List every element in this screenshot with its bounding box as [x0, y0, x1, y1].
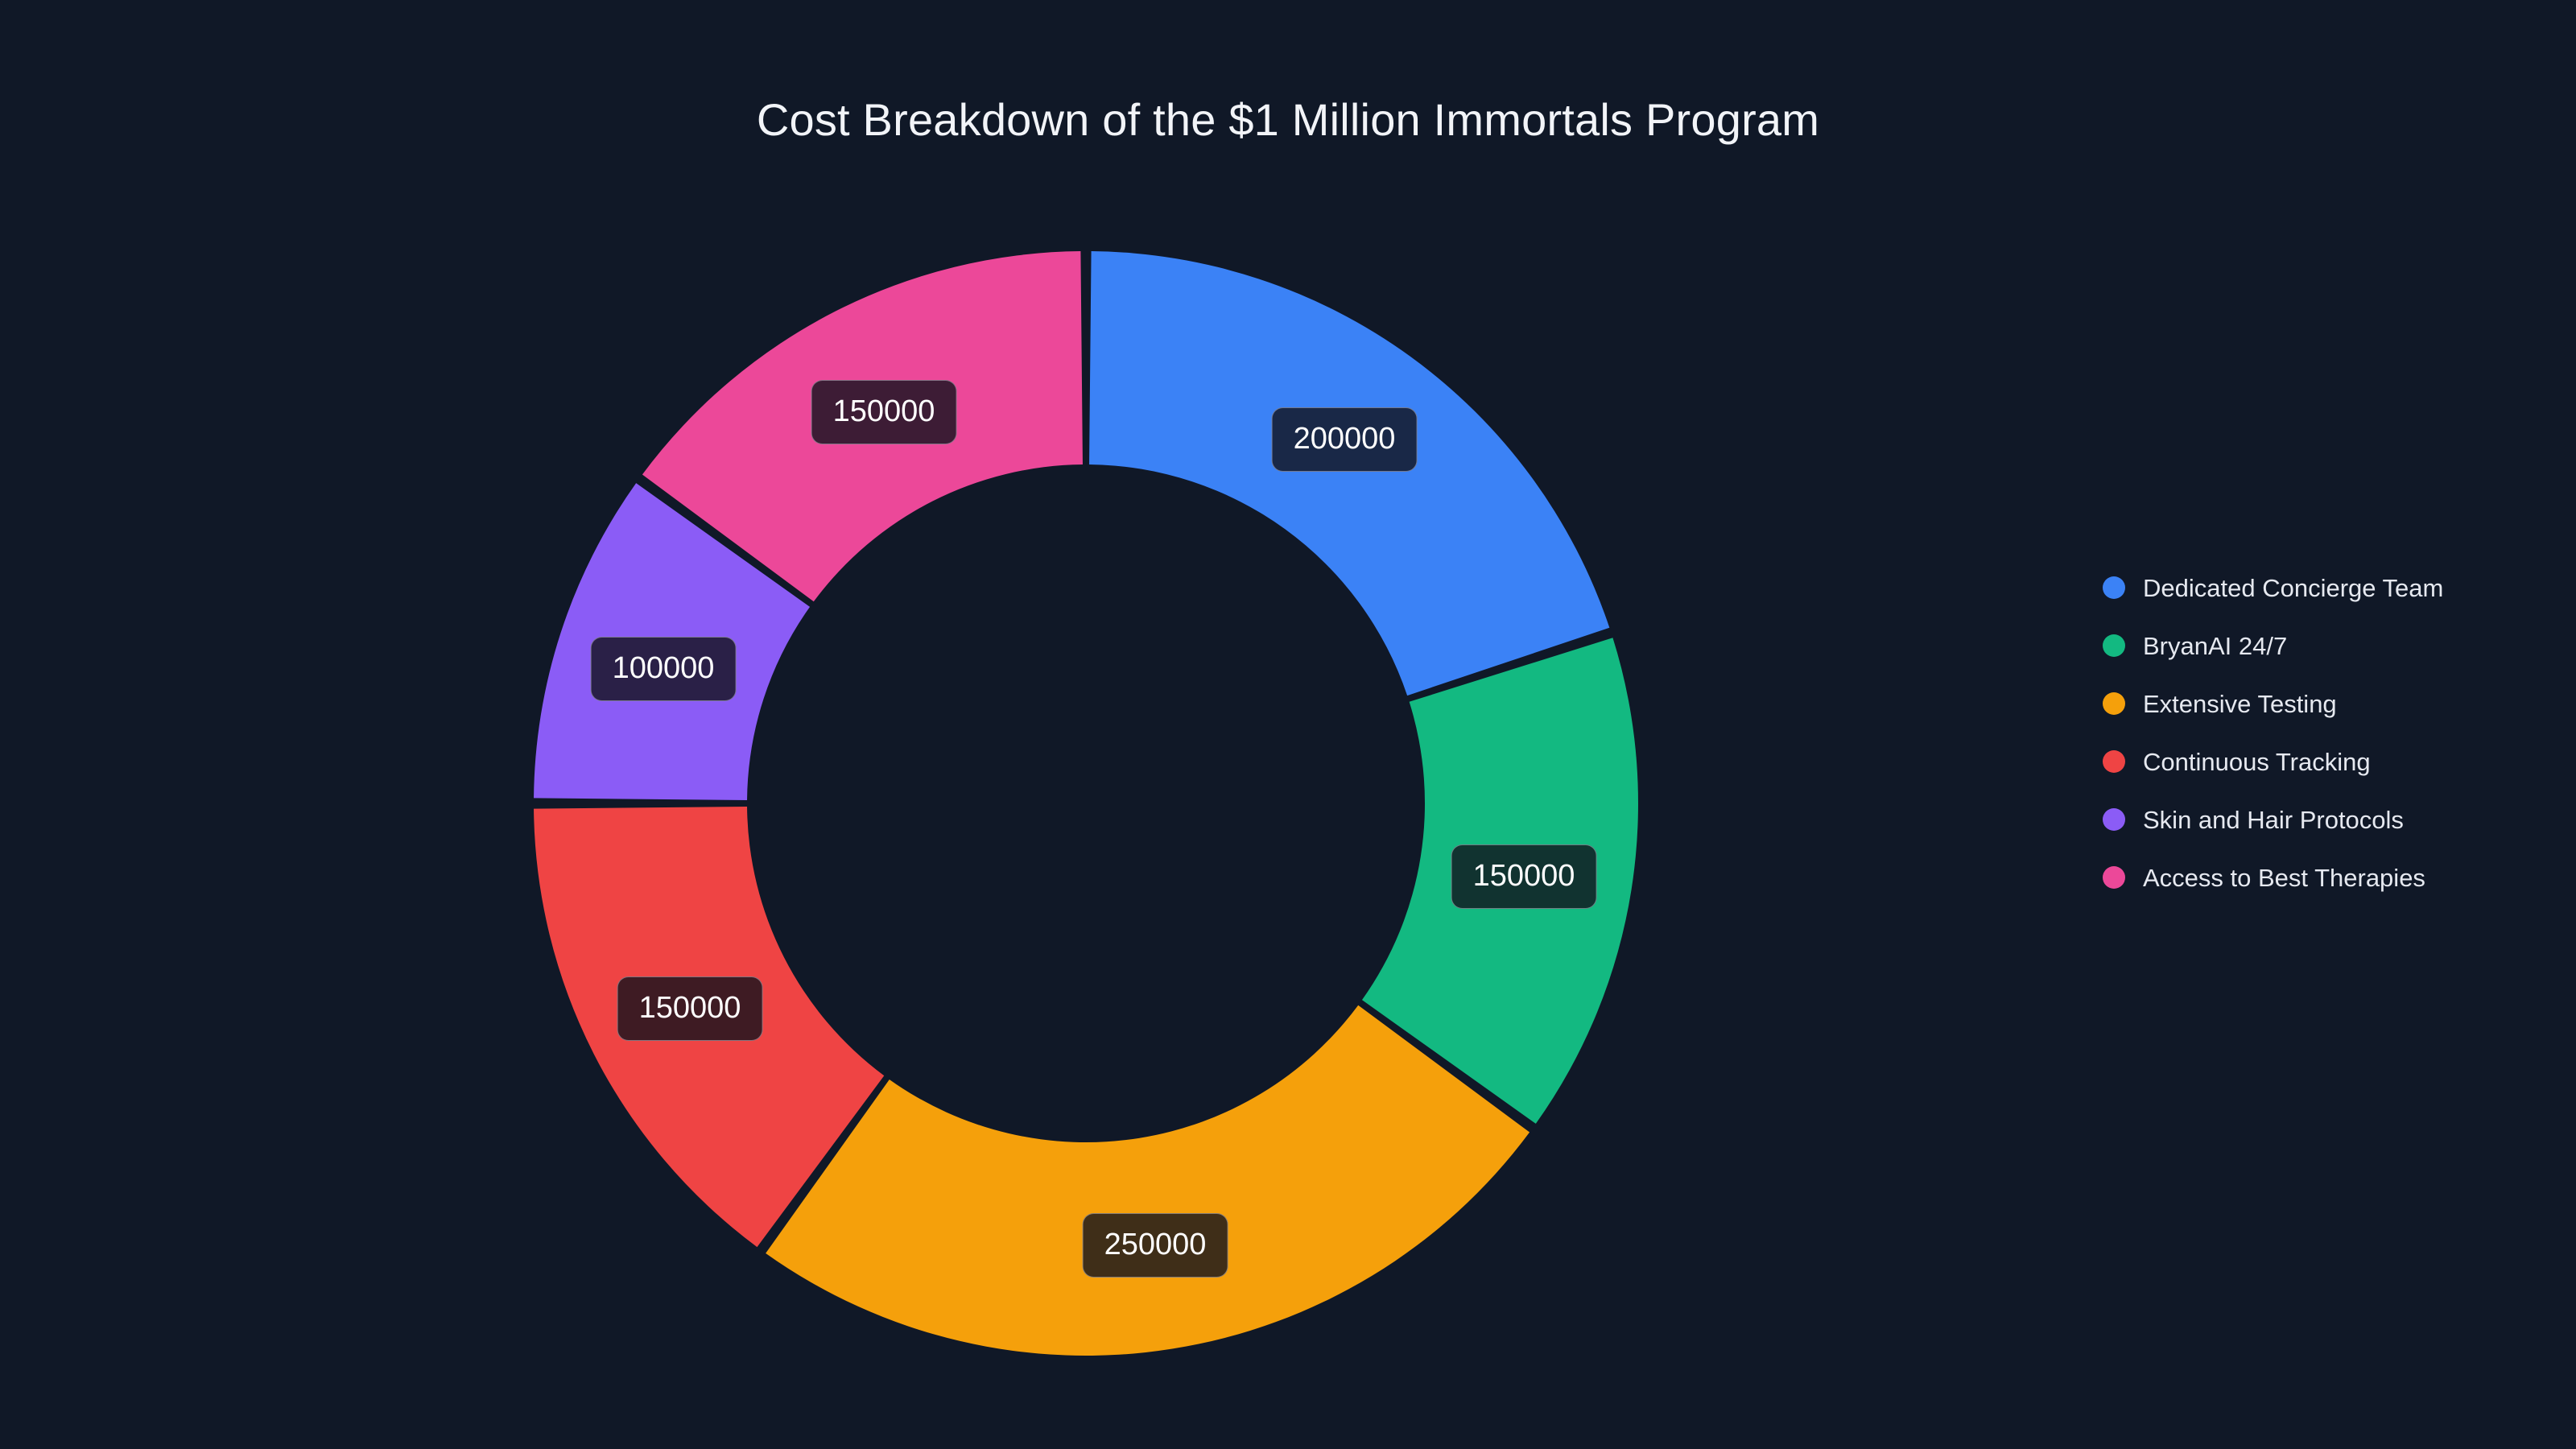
- legend: Dedicated Concierge Team BryanAI 24/7 Exte…: [2103, 559, 2443, 906]
- page-title: Cost Breakdown of the $1 Million Immorta…: [756, 94, 1820, 145]
- legend-swatch-icon: [2103, 750, 2125, 773]
- legend-item[interactable]: Dedicated Concierge Team: [2103, 559, 2443, 617]
- legend-swatch-icon: [2103, 692, 2125, 715]
- legend-swatch-icon: [2103, 634, 2125, 657]
- legend-swatch-icon: [2103, 576, 2125, 599]
- slice-value-label: 150000: [1451, 844, 1597, 909]
- legend-item-label: Skin and Hair Protocols: [2143, 805, 2404, 834]
- legend-swatch-icon: [2103, 808, 2125, 831]
- slice-value-label: 250000: [1082, 1213, 1228, 1278]
- legend-item[interactable]: Skin and Hair Protocols: [2103, 791, 2443, 848]
- legend-item[interactable]: Continuous Tracking: [2103, 733, 2443, 791]
- legend-item-label: Extensive Testing: [2143, 689, 2337, 718]
- legend-item-label: Dedicated Concierge Team: [2143, 573, 2444, 602]
- legend-item-label: Access to Best Therapies: [2143, 863, 2425, 892]
- legend-item[interactable]: BryanAI 24/7: [2103, 617, 2443, 675]
- slice-value-label: 150000: [811, 380, 957, 444]
- legend-swatch-icon: [2103, 866, 2125, 889]
- legend-item-label: Continuous Tracking: [2143, 747, 2371, 776]
- slice-value-label: 100000: [590, 637, 737, 701]
- legend-item[interactable]: Extensive Testing: [2103, 675, 2443, 733]
- slice-value-label: 150000: [617, 976, 763, 1041]
- donut-slice[interactable]: [1089, 251, 1610, 696]
- donut-slice[interactable]: [766, 1005, 1530, 1356]
- legend-item-label: BryanAI 24/7: [2143, 631, 2288, 660]
- legend-item[interactable]: Access to Best Therapies: [2103, 848, 2443, 906]
- donut-slice-group: [534, 251, 1638, 1356]
- slice-value-label: 200000: [1271, 407, 1418, 472]
